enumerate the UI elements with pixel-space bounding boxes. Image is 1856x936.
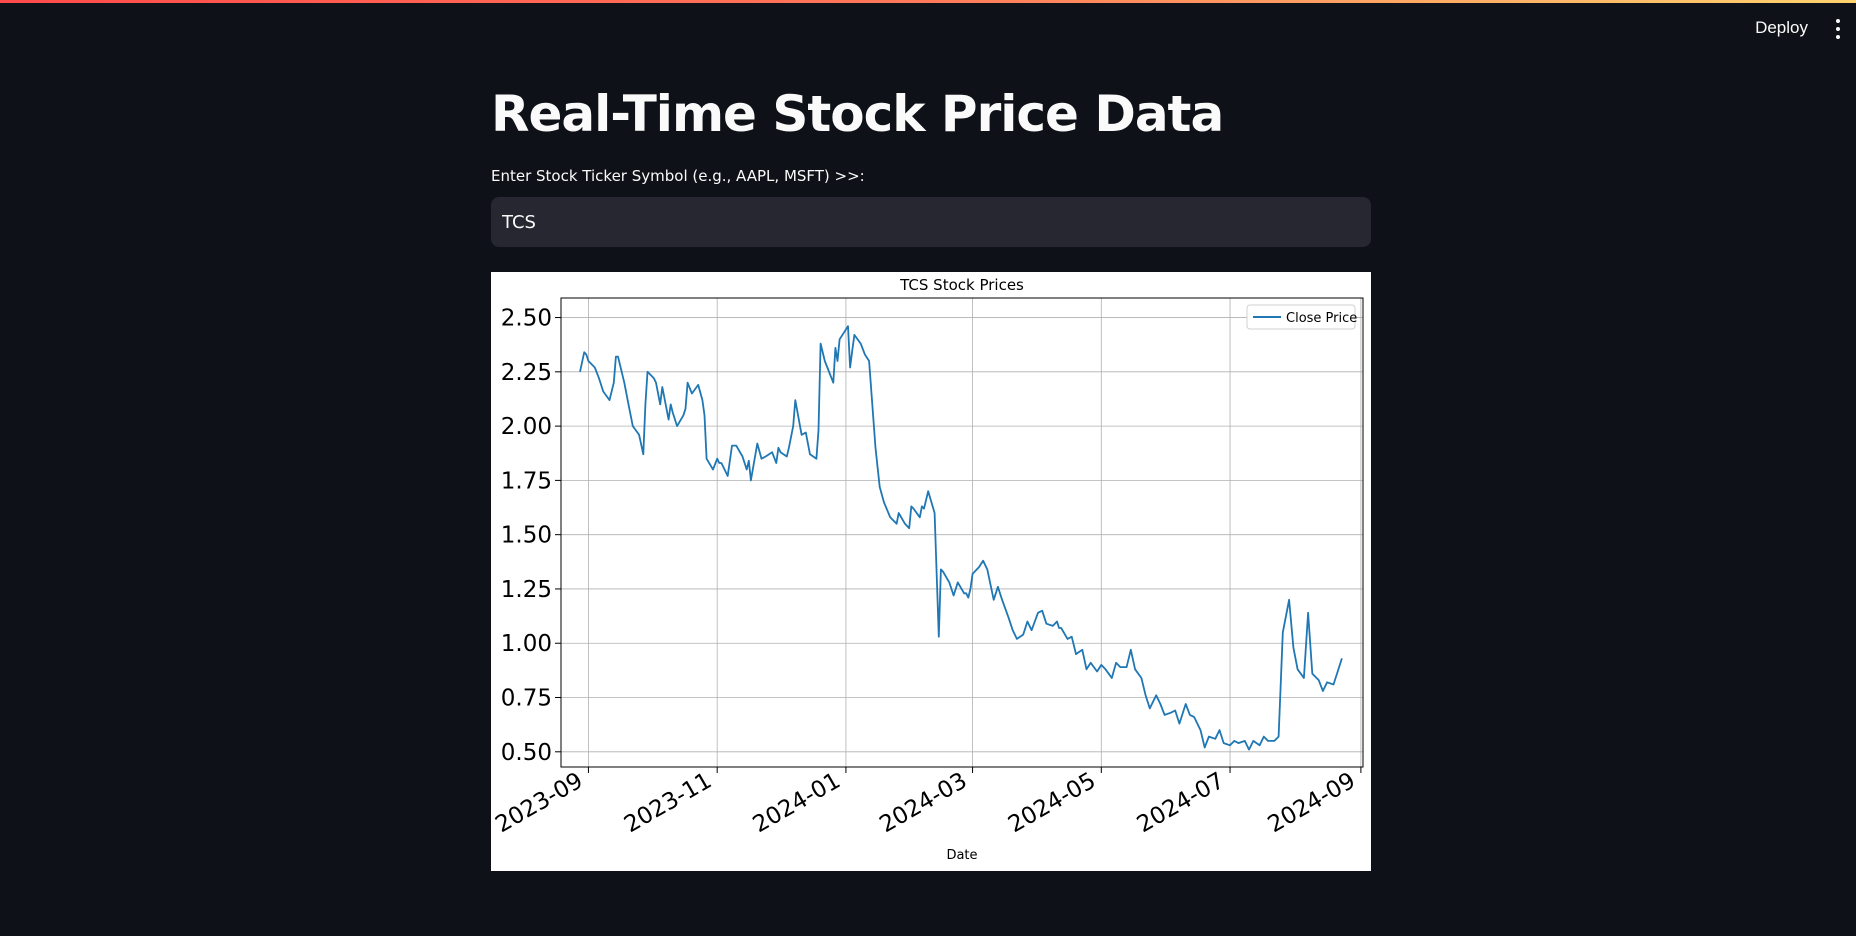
chart-title: TCS Stock Prices (899, 276, 1024, 294)
main-content: Real-Time Stock Price Data Enter Stock T… (491, 80, 1371, 247)
legend-label: Close Price (1286, 311, 1357, 326)
close-price-line (579, 325, 1343, 751)
x-axis-label: Date (946, 848, 977, 863)
plot-frame (560, 297, 1364, 768)
y-tick-label: 1.00 (501, 631, 552, 657)
page-title: Real-Time Stock Price Data (491, 85, 1224, 143)
x-tick-label: 2023-11 (620, 768, 716, 839)
x-tick-label: 2024-03 (875, 768, 971, 839)
stock-price-chart: 0.50 0.75 1.00 1.25 1.50 1.75 2.00 2.25 2.50 2023… (491, 272, 1371, 871)
y-tick-label: 1.75 (501, 468, 552, 494)
x-tick-label: 2024-09 (1264, 768, 1360, 839)
y-tick-label: 0.50 (501, 740, 552, 766)
vertical-ellipsis-icon[interactable] (1830, 19, 1846, 41)
y-tick-label: 2.25 (501, 360, 552, 386)
y-tick-label: 0.75 (501, 686, 552, 712)
x-tick-label: 2024-01 (749, 768, 845, 839)
y-tick-label: 1.25 (501, 577, 552, 603)
y-tick-label: 2.50 (501, 306, 552, 332)
y-tick-label: 2.00 (501, 414, 552, 440)
x-tick-label: 2024-07 (1133, 768, 1229, 839)
top-decoration-bar (0, 0, 1856, 3)
y-tick-label: 1.50 (501, 523, 552, 549)
ticker-input-label: Enter Stock Ticker Symbol (e.g., AAPL, M… (491, 167, 865, 185)
legend-box (1246, 304, 1356, 330)
x-tick-label: 2024-05 (1004, 768, 1100, 839)
x-tick-label: 2023-09 (491, 768, 587, 839)
chart-svg: 0.50 0.75 1.00 1.25 1.50 1.75 2.00 2.25 2.50 2023… (491, 276, 1364, 863)
deploy-button[interactable]: Deploy (1755, 18, 1808, 37)
ticker-input[interactable] (491, 197, 1371, 247)
app-header: Deploy (0, 3, 1856, 59)
